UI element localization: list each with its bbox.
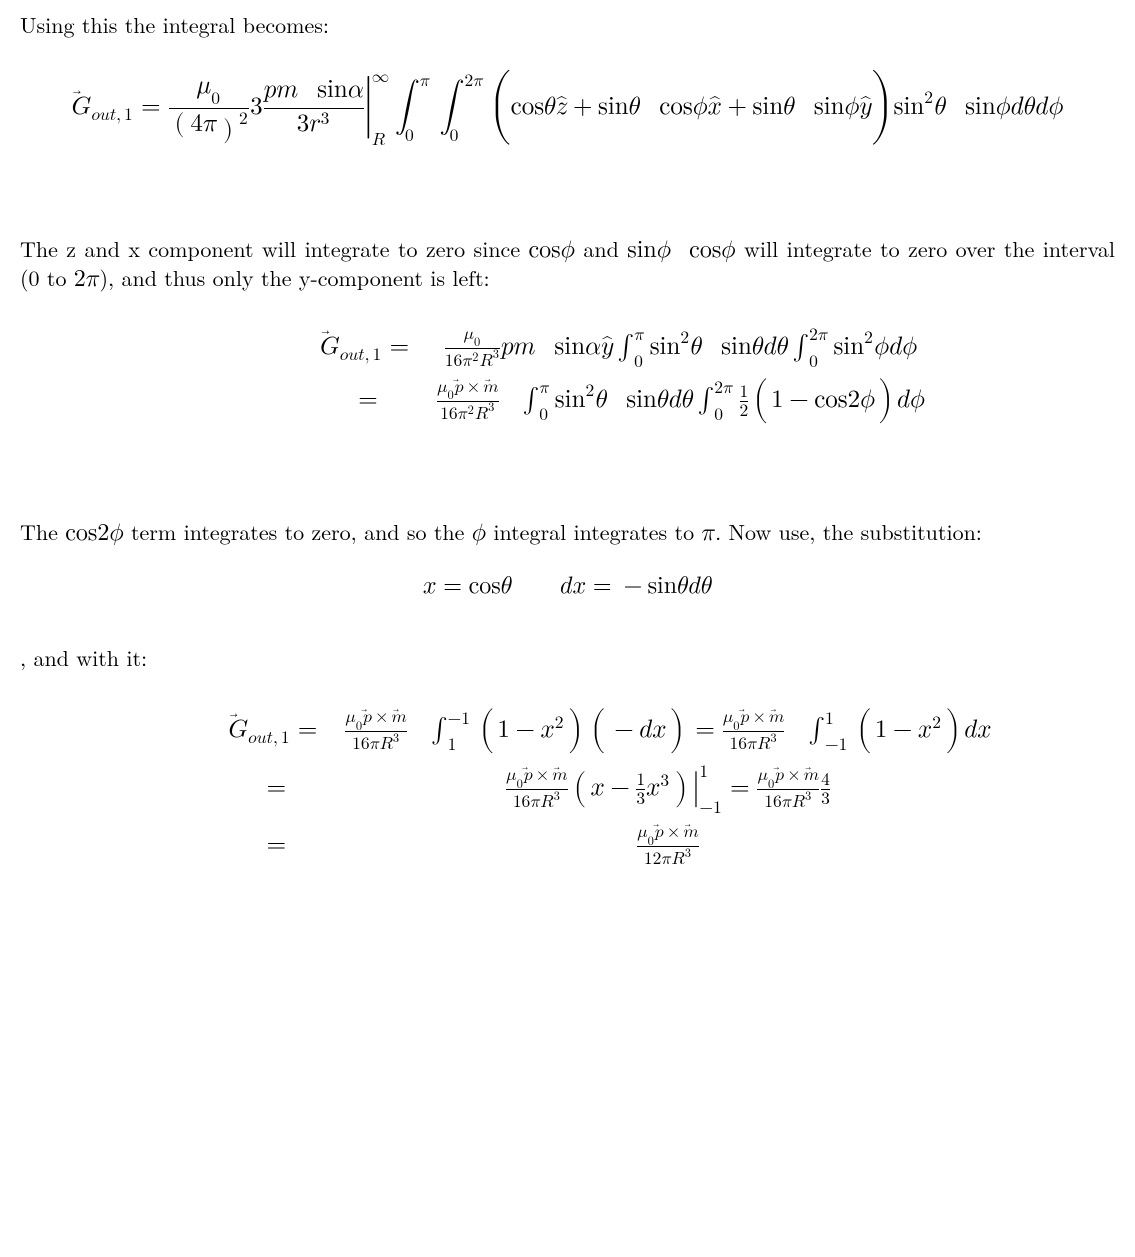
text-p3d: . Now use, the substitution: <box>715 516 982 547</box>
paragraph-1: Using this the integral becomes: <box>20 10 1115 40</box>
inline-cos-2phi: cos⁡2ϕ <box>65 524 123 545</box>
inline-cos-phi: cos⁡ϕ <box>529 241 575 262</box>
paragraph-3: The cos⁡2ϕ term integrates to zero, and … <box>20 517 1115 547</box>
inline-phi: ϕ <box>472 524 486 545</box>
equation-2: G⃗ out,1 = μ0 16π2R3 pm sin⁡α y^ ∫0π <box>20 323 1115 429</box>
text-p3a: The <box>20 516 65 547</box>
inline-sin-cos-phi: sin⁡ϕ cos⁡ϕ <box>627 241 735 262</box>
text-p4: , and with it: <box>20 642 147 673</box>
text-p2d: ), and thus only the y-component is left… <box>99 262 489 293</box>
paragraph-4: , and with it: <box>20 643 1115 673</box>
inline-pi: π <box>701 529 715 540</box>
inline-2pi: 2π <box>74 270 100 286</box>
text-p3b: term integrates to zero, and so the <box>124 516 472 547</box>
text-p3c: integral integrates to <box>486 516 701 547</box>
text-p1: Using this the integral becomes: <box>20 9 329 40</box>
equation-4: G⃗ out,1 = μ0p⃗×m⃗ 16πR3 ∫1−1 (1−x2) <box>20 703 1115 870</box>
text-p2b: and <box>575 233 627 264</box>
equation-3: x=cos⁡θ dx=−sin⁡θdθ <box>20 577 1115 593</box>
document-page: Using this the integral becomes: G⃗ out,… <box>0 0 1135 960</box>
text-p2a: The z and x component will integrate to … <box>20 233 529 264</box>
equation-1: G⃗ out,1 = μ0 (4π)2 3 pm sin⁡α 3r3 | <box>20 70 1115 146</box>
paragraph-2: The z and x component will integrate to … <box>20 234 1115 293</box>
